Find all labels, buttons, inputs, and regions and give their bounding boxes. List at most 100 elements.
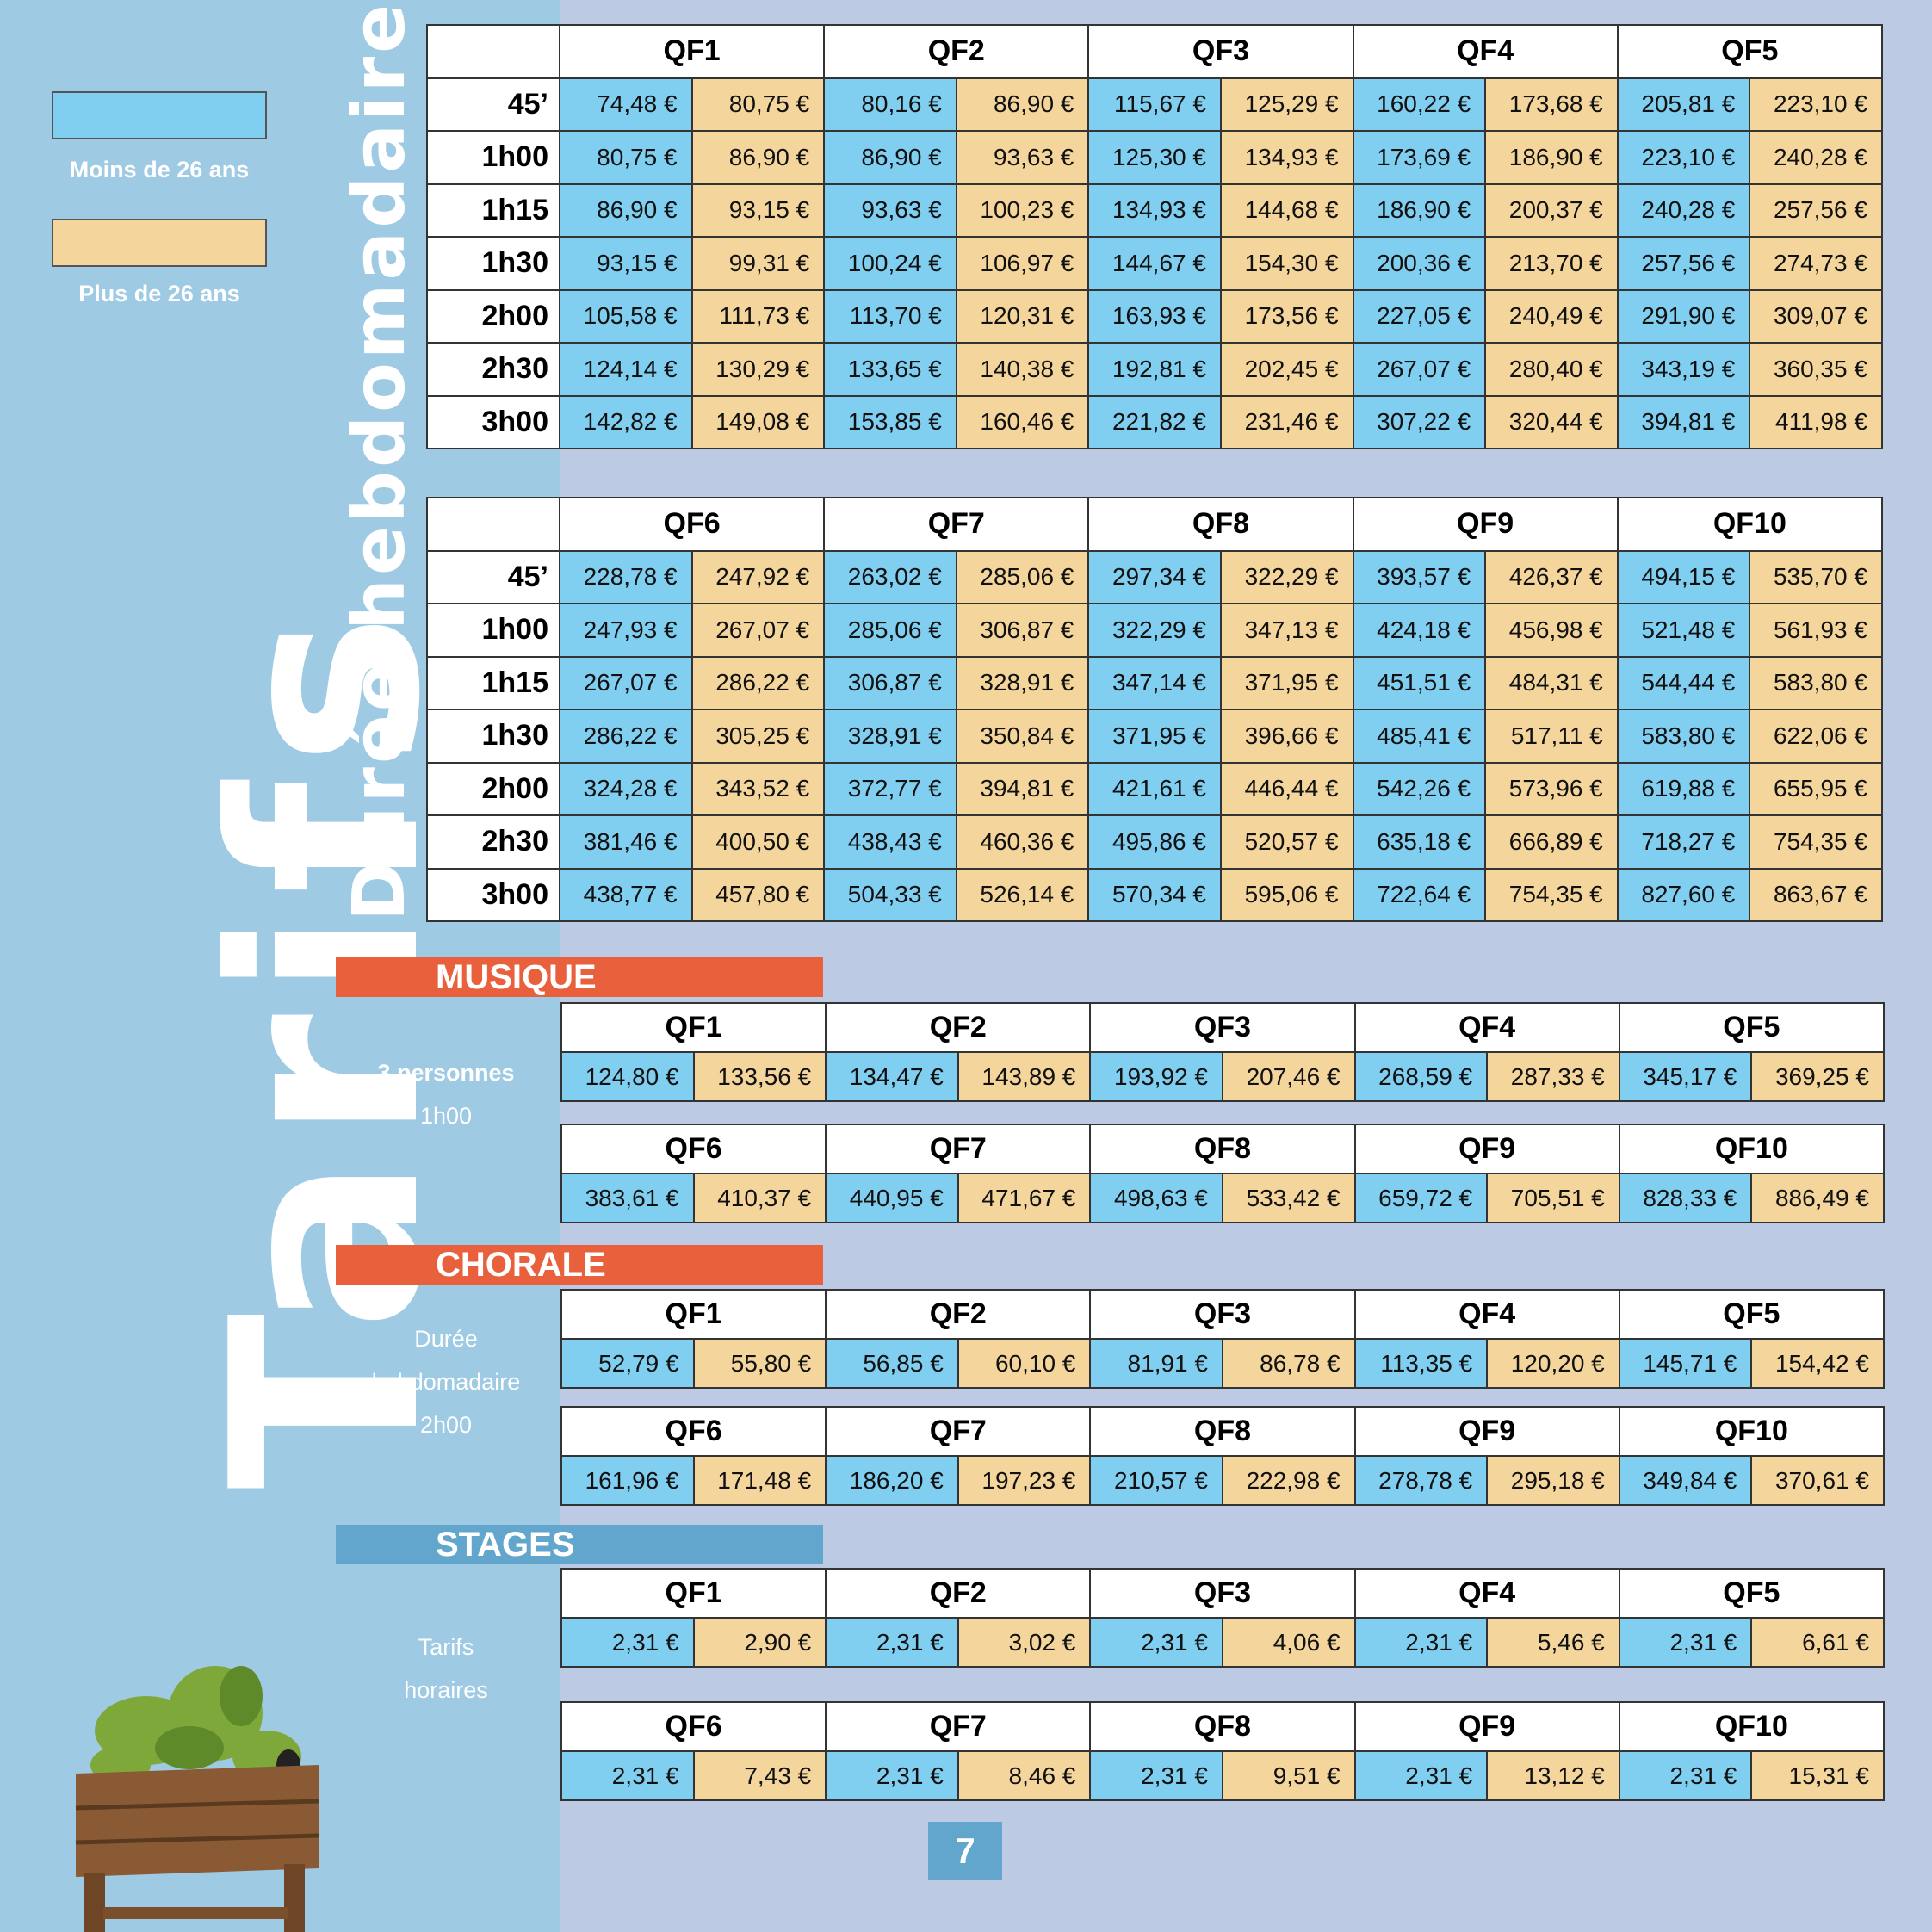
price-under26: 393,57 € (1352, 549, 1487, 604)
price-over26: 754,35 € (1749, 814, 1883, 870)
price-under26: 440,95 € (825, 1173, 959, 1223)
price-under26: 142,82 € (559, 394, 693, 449)
price-over26: 6,61 € (1750, 1617, 1885, 1668)
price-over26: 133,56 € (692, 1051, 827, 1102)
price-under26: 56,85 € (825, 1338, 959, 1389)
price-over26: 154,42 € (1750, 1338, 1885, 1389)
musique-section-label: MUSIQUE (336, 957, 823, 997)
header-row: QF1 QF2 QF3 QF4 QF5 (560, 1289, 1885, 1340)
price-over26: 13,12 € (1486, 1750, 1620, 1801)
duration-label: 2h00 (426, 761, 560, 816)
price-under26: 263,02 € (823, 549, 957, 604)
qf-header: QF2 (823, 24, 1090, 79)
table-row: 1h15 267,07 €286,22 €306,87 €328,91 €347,… (426, 655, 1883, 710)
price-under26: 322,29 € (1087, 603, 1222, 658)
chorale-table-qf6-10: QF6 QF7 QF8 QF9 QF10 161,96 €171,48 €186,20 €… (560, 1406, 1885, 1506)
qf-header: QF6 (560, 1124, 827, 1174)
table-row: 52,79 €55,80 €56,85 €60,10 €81,91 €86,78… (560, 1338, 1885, 1389)
price-over26: 705,51 € (1486, 1173, 1620, 1223)
qf-header: QF10 (1618, 1406, 1885, 1457)
price-under26: 485,41 € (1352, 709, 1487, 764)
price-over26: 360,35 € (1749, 342, 1883, 397)
price-over26: 622,06 € (1749, 709, 1883, 764)
price-under26: 297,34 € (1087, 549, 1222, 604)
price-under26: 228,78 € (559, 549, 693, 604)
price-over26: 257,56 € (1749, 183, 1883, 238)
price-over26: 295,18 € (1486, 1455, 1620, 1506)
qf-header: QF10 (1616, 497, 1883, 552)
price-over26: 231,46 € (1219, 394, 1354, 449)
price-over26: 343,52 € (690, 761, 826, 816)
price-over26: 517,11 € (1484, 709, 1619, 764)
qf-header: QF3 (1089, 1002, 1356, 1053)
price-over26: 173,56 € (1219, 288, 1354, 344)
price-under26: 438,77 € (559, 867, 693, 922)
qf-header: QF1 (560, 1568, 827, 1619)
table-row: 1h00 80,75 €86,90 €86,90 €93,63 €125,30 €… (426, 130, 1883, 185)
qf-header: QF8 (1089, 1701, 1356, 1752)
price-under26: 173,69 € (1352, 130, 1487, 185)
price-under26: 495,86 € (1087, 814, 1222, 870)
table-row: 45’ 74,48 €80,75 €80,16 €86,90 €115,67 €1… (426, 77, 1883, 132)
duration-label: 1h15 (426, 183, 560, 238)
price-over26: 410,37 € (692, 1173, 827, 1223)
price-under26: 2,31 € (560, 1617, 695, 1668)
price-under26: 291,90 € (1616, 288, 1751, 344)
qf-header: QF5 (1618, 1289, 1885, 1340)
price-under26: 81,91 € (1089, 1338, 1223, 1389)
price-over26: 86,90 € (690, 130, 826, 185)
musique-note-people: 3 personnes (377, 1060, 515, 1086)
price-over26: 457,80 € (690, 867, 826, 922)
header-row: QF6 QF7 QF8 QF9 QF10 (560, 1406, 1885, 1457)
qf-header: QF10 (1618, 1124, 1885, 1174)
price-under26: 521,48 € (1616, 603, 1751, 658)
price-over26: 535,70 € (1749, 549, 1883, 604)
price-under26: 421,61 € (1087, 761, 1222, 816)
price-over26: 309,07 € (1749, 288, 1883, 344)
duration-label: 45’ (426, 77, 560, 132)
table-row: 2h30 124,14 €130,29 €133,65 €140,38 €192,… (426, 342, 1883, 397)
header-row: QF1 QF2 QF3 QF4 QF5 (560, 1002, 1885, 1053)
price-under26: 52,79 € (560, 1338, 695, 1389)
price-over26: 154,30 € (1219, 236, 1354, 291)
price-over26: 222,98 € (1221, 1455, 1356, 1506)
price-under26: 113,35 € (1353, 1338, 1489, 1389)
price-over26: 4,06 € (1221, 1617, 1356, 1668)
price-under26: 394,81 € (1616, 394, 1751, 449)
price-over26: 446,44 € (1219, 761, 1354, 816)
price-under26: 343,19 € (1616, 342, 1751, 397)
price-over26: 144,68 € (1219, 183, 1354, 238)
price-over26: 120,20 € (1486, 1338, 1620, 1389)
price-over26: 369,25 € (1750, 1051, 1885, 1102)
price-over26: 394,81 € (955, 761, 1090, 816)
price-over26: 125,29 € (1219, 77, 1354, 132)
price-under26: 2,31 € (1353, 1750, 1489, 1801)
price-over26: 247,92 € (690, 549, 826, 604)
price-over26: 223,10 € (1749, 77, 1883, 132)
price-under26: 494,15 € (1616, 549, 1751, 604)
price-over26: 130,29 € (690, 342, 826, 397)
price-over26: 328,91 € (955, 655, 1090, 710)
price-over26: 396,66 € (1219, 709, 1354, 764)
qf-header: QF1 (560, 1002, 827, 1053)
price-under26: 718,27 € (1616, 814, 1751, 870)
table-row: 1h15 86,90 €93,15 €93,63 €100,23 €134,93 … (426, 183, 1883, 238)
legend-label-under26: Moins de 26 ans (69, 157, 250, 183)
price-over26: 207,46 € (1221, 1051, 1356, 1102)
qf-header: QF5 (1618, 1002, 1885, 1053)
price-under26: 381,46 € (559, 814, 693, 870)
corner-cell (426, 24, 560, 79)
price-over26: 7,43 € (692, 1750, 827, 1801)
price-over26: 484,31 € (1484, 655, 1619, 710)
price-over26: 8,46 € (957, 1750, 1092, 1801)
table-row: 383,61 €410,37 €440,95 €471,67 €498,63 €… (560, 1173, 1885, 1223)
qf-header: QF10 (1618, 1701, 1885, 1752)
price-over26: 200,37 € (1484, 183, 1619, 238)
stages-note-line2: horaires (404, 1677, 488, 1703)
price-over26: 347,13 € (1219, 603, 1354, 658)
price-under26: 74,48 € (559, 77, 693, 132)
price-under26: 100,24 € (823, 236, 957, 291)
header-row: QF6 QF7 QF8 QF9 QF10 (426, 497, 1883, 552)
price-over26: 213,70 € (1484, 236, 1619, 291)
price-under26: 2,31 € (825, 1617, 959, 1668)
